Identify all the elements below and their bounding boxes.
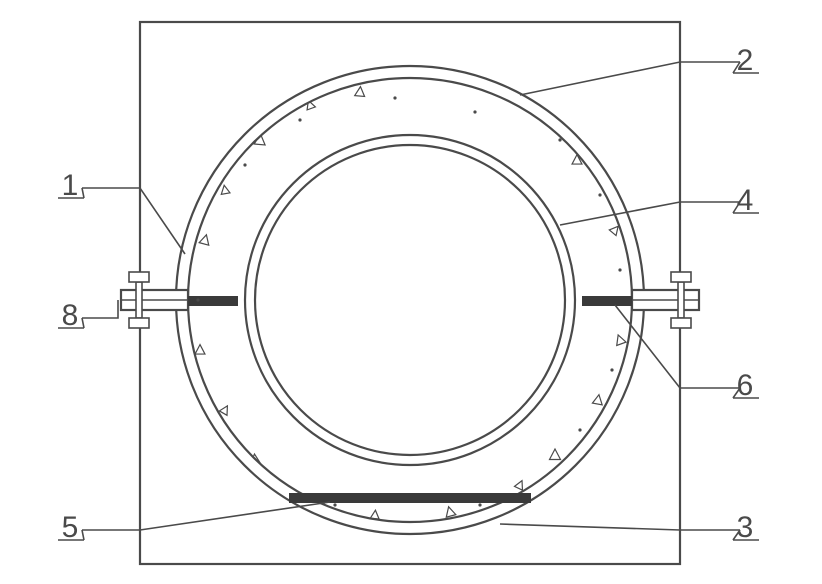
texture-dot bbox=[610, 368, 613, 371]
texture-dot bbox=[618, 268, 621, 271]
texture-dot bbox=[298, 118, 301, 121]
leader-ext-5 bbox=[82, 530, 84, 540]
label-2: 2 bbox=[737, 44, 754, 77]
bolt-left-nut-bottom bbox=[129, 318, 149, 328]
texture-dot bbox=[393, 96, 396, 99]
leader-ext-1 bbox=[82, 188, 84, 198]
label-4: 4 bbox=[737, 184, 754, 217]
label-8: 8 bbox=[62, 299, 79, 332]
bolt-right-head-top bbox=[671, 272, 691, 282]
texture-dot bbox=[196, 298, 199, 301]
leader-2 bbox=[520, 62, 740, 95]
tab-left-annulus bbox=[188, 296, 238, 306]
leader-1 bbox=[82, 188, 185, 254]
bolt-left-head-top bbox=[129, 272, 149, 282]
inner-shell-inner bbox=[255, 145, 565, 455]
bolt-left-shaft bbox=[136, 282, 142, 318]
leader-5 bbox=[82, 502, 330, 530]
texture-dot bbox=[578, 428, 581, 431]
leader-8 bbox=[82, 300, 118, 318]
label-1: 1 bbox=[62, 169, 79, 202]
label-5: 5 bbox=[62, 511, 79, 544]
label-6: 6 bbox=[737, 369, 754, 402]
texture-dot bbox=[333, 503, 336, 506]
texture-dot bbox=[263, 488, 266, 491]
texture-dot bbox=[478, 503, 481, 506]
texture-dot bbox=[598, 193, 601, 196]
texture-dot bbox=[558, 138, 561, 141]
bottom-bar-annulus bbox=[289, 493, 531, 503]
texture-dot bbox=[473, 110, 476, 113]
diagram-svg: 1 2 3 4 5 6 8 bbox=[0, 0, 822, 584]
bolt-right-nut-bottom bbox=[671, 318, 691, 328]
label-3: 3 bbox=[737, 511, 754, 544]
leader-3 bbox=[500, 524, 740, 530]
tab-right-annulus bbox=[582, 296, 632, 306]
bolt-right-shaft bbox=[678, 282, 684, 318]
leader-ext-8 bbox=[82, 318, 84, 328]
texture-dot bbox=[243, 163, 246, 166]
